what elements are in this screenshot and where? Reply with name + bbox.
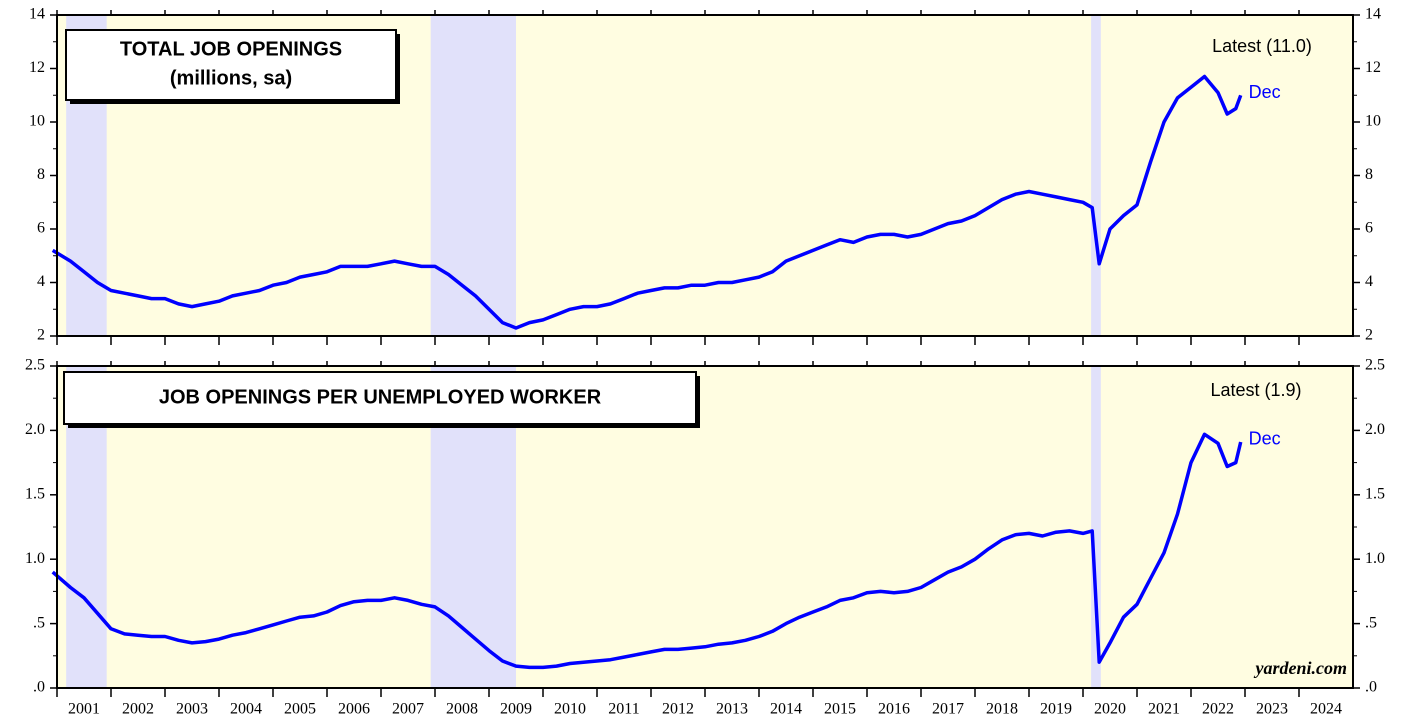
source: yardeni.com [1254, 658, 1348, 678]
x-tick-label: 2012 [662, 701, 694, 718]
y-tick-label: 2 [37, 327, 45, 344]
plot-frame [56, 14, 1354, 337]
recession-shade [430, 15, 516, 336]
x-tick-label: 2022 [1202, 701, 1234, 718]
y-tick-label-right: 10 [1365, 113, 1381, 130]
latest-annotation: Latest (11.0) [1212, 36, 1312, 56]
x-tick-label: 2010 [554, 701, 586, 718]
y-tick-label-right: 2.5 [1365, 357, 1385, 374]
panel-title: JOB OPENINGS PER UNEMPLOYED WORKER [159, 386, 602, 408]
y-tick-label-right: 4 [1365, 273, 1373, 290]
x-tick-label: 2016 [878, 701, 910, 718]
x-tick-label: 2024 [1310, 701, 1342, 718]
x-tick-label: 2003 [176, 701, 208, 718]
x-tick-label: 2018 [986, 701, 1018, 718]
y-tick-label: 10 [29, 113, 45, 130]
y-tick-label: 14 [29, 6, 45, 23]
y-tick-label-right: 1.0 [1365, 550, 1385, 567]
x-tick-label: 2006 [338, 701, 370, 718]
x-tick-label: 2005 [284, 701, 316, 718]
last-label: Dec [1249, 82, 1281, 102]
y-tick-label-right: .0 [1365, 679, 1377, 696]
y-tick-label-right: .5 [1365, 614, 1377, 631]
y-tick-label: 12 [29, 59, 45, 76]
last-label: Dec [1249, 429, 1281, 449]
recession-shade [1091, 366, 1101, 688]
y-tick-label: 1.0 [25, 550, 45, 567]
data-line [51, 74, 1243, 330]
latest-annotation: Latest (1.9) [1210, 380, 1301, 400]
y-tick-label: 6 [37, 220, 45, 237]
x-tick-label: 2021 [1148, 701, 1180, 718]
x-tick-label: 2020 [1094, 701, 1126, 718]
y-tick-label-right: 2 [1365, 327, 1373, 344]
y-tick-label: 2.5 [25, 357, 45, 374]
x-tick-label: 2011 [608, 701, 639, 718]
x-tick-label: 2009 [500, 701, 532, 718]
title-box [63, 371, 697, 425]
x-tick-label: 2013 [716, 701, 748, 718]
x-tick-label: 2015 [824, 701, 856, 718]
x-tick-label: 2007 [392, 701, 424, 718]
x-tick-label: 2001 [68, 701, 100, 718]
y-tick-label: .0 [33, 679, 45, 696]
x-tick-label: 2004 [230, 701, 262, 718]
y-tick-label: 2.0 [25, 421, 45, 438]
y-tick-label-right: 2.0 [1365, 421, 1385, 438]
panel-subtitle: (millions, sa) [170, 67, 292, 89]
y-tick-label-right: 12 [1365, 59, 1381, 76]
data-line [51, 432, 1243, 670]
x-tick-label: 2019 [1040, 701, 1072, 718]
x-tick-label: 2008 [446, 701, 478, 718]
title-box [65, 29, 397, 101]
x-tick-label: 2014 [770, 701, 802, 718]
y-tick-label-right: 6 [1365, 220, 1373, 237]
panel-title: TOTAL JOB OPENINGS [120, 38, 342, 60]
y-tick-label-right: 1.5 [1365, 485, 1385, 502]
recession-shade [1091, 15, 1101, 336]
y-tick-label: 1.5 [25, 485, 45, 502]
plot-frame [56, 365, 1354, 689]
x-tick-label: 2017 [932, 701, 964, 718]
y-tick-label: 4 [37, 273, 45, 290]
x-tick-label: 2023 [1256, 701, 1288, 718]
y-tick-label-right: 14 [1365, 6, 1381, 23]
x-tick-label: 2002 [122, 701, 154, 718]
y-tick-label: .5 [33, 614, 45, 631]
y-tick-label: 8 [37, 166, 45, 183]
y-tick-label-right: 8 [1365, 166, 1373, 183]
